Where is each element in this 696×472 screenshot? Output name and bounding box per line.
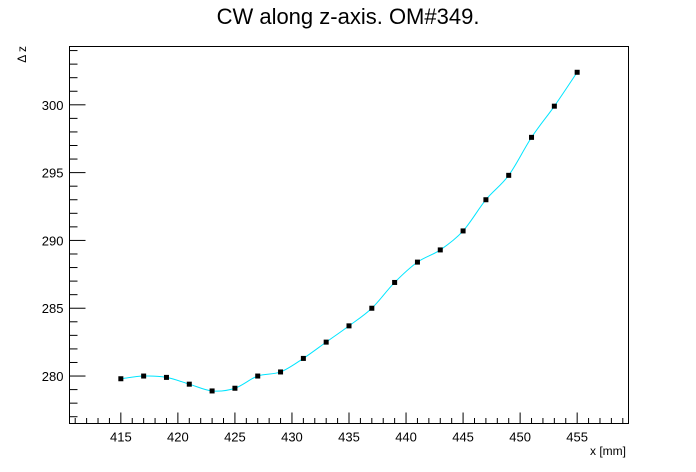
- series-line: [120, 71, 578, 392]
- data-point: [255, 373, 261, 379]
- data-point: [300, 355, 306, 361]
- x-tick-label: 420: [167, 430, 189, 445]
- x-axis-label: x [mm]: [590, 444, 626, 458]
- data-point: [460, 228, 466, 234]
- data-point: [551, 103, 557, 109]
- data-point: [141, 373, 147, 379]
- x-tick-label: 425: [224, 430, 246, 445]
- x-tick-label: 440: [395, 430, 417, 445]
- data-point: [232, 385, 238, 391]
- y-tick-label: 300: [42, 98, 64, 113]
- data-point: [346, 323, 352, 329]
- y-axis: 280 285 290 295 300: [42, 50, 86, 418]
- chart-title: CW along z-axis. OM#349.: [217, 4, 480, 29]
- data-point: [323, 339, 329, 345]
- y-tick-label: 280: [42, 369, 64, 384]
- data-point: [163, 374, 169, 380]
- x-tick-label: 430: [281, 430, 303, 445]
- data-point: [118, 376, 124, 382]
- data-point: [529, 134, 535, 140]
- data-point: [392, 279, 398, 285]
- data-point: [209, 388, 215, 394]
- x-tick-label: 450: [509, 430, 531, 445]
- data-point: [369, 305, 375, 311]
- data-point: [574, 69, 580, 75]
- series-layer: [118, 69, 580, 394]
- x-axis: 415 420 425 430 435 440 445 450 455: [74, 412, 624, 445]
- data-point: [278, 369, 284, 375]
- y-tick-label: 285: [42, 301, 64, 316]
- y-tick-label: 290: [42, 233, 64, 248]
- x-tick-label: 455: [566, 430, 588, 445]
- x-tick-label: 435: [338, 430, 360, 445]
- x-tick-label: 415: [110, 430, 132, 445]
- x-tick-label: 445: [452, 430, 474, 445]
- data-point: [414, 259, 420, 265]
- data-point: [186, 381, 192, 387]
- y-tick-label: 295: [42, 166, 64, 181]
- data-point: [437, 247, 443, 253]
- data-point: [506, 172, 512, 178]
- data-point: [483, 197, 489, 203]
- plot-frame: [69, 46, 629, 424]
- y-axis-label: Δ z: [15, 46, 29, 63]
